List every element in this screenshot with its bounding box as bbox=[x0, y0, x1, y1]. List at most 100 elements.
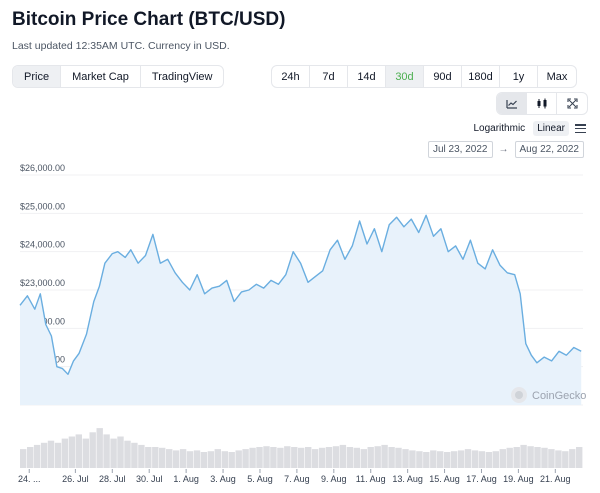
volume-bar bbox=[513, 447, 520, 468]
volume-bar bbox=[430, 450, 437, 468]
volume-bar bbox=[311, 449, 319, 468]
price-area bbox=[20, 215, 582, 405]
price-line bbox=[19, 214, 582, 375]
x-tick-label: 11. Aug bbox=[356, 474, 386, 484]
volume-bar bbox=[416, 451, 423, 468]
x-tick-label: 3. Aug bbox=[210, 474, 236, 484]
scale-linear-option[interactable]: Linear bbox=[533, 121, 569, 136]
volume-bar bbox=[534, 447, 541, 468]
volume-bar bbox=[457, 450, 465, 468]
range-14d[interactable]: 14d bbox=[348, 66, 386, 87]
coingecko-watermark: CoinGecko bbox=[511, 387, 586, 403]
volume-bar bbox=[207, 451, 215, 468]
volume-bar bbox=[499, 449, 506, 468]
volume-bar bbox=[228, 452, 235, 468]
arrow-right-icon: → bbox=[498, 144, 509, 155]
volume-bar bbox=[263, 446, 270, 468]
volume-bar bbox=[444, 452, 451, 468]
tab-market-cap[interactable]: Market Cap bbox=[61, 66, 141, 87]
volume-bar bbox=[548, 449, 555, 468]
y-tick-label: $23,000.00 bbox=[20, 278, 65, 288]
volume-bar bbox=[249, 447, 256, 468]
volume-bar bbox=[200, 452, 208, 468]
volume-bar bbox=[145, 447, 152, 468]
chart-type-tabs: Price Market Cap TradingView bbox=[12, 65, 225, 88]
volume-bar bbox=[506, 447, 513, 468]
range-max[interactable]: Max bbox=[546, 70, 568, 83]
volume-bar bbox=[27, 447, 34, 468]
y-tick-label: $24,000.00 bbox=[20, 240, 65, 250]
x-tick-label: 30. Jul bbox=[136, 474, 163, 484]
volume-bar bbox=[374, 446, 381, 468]
volume-bar bbox=[305, 447, 312, 468]
fullscreen-button[interactable] bbox=[557, 93, 587, 114]
volume-bar bbox=[221, 451, 228, 468]
volume-bar bbox=[437, 451, 444, 468]
volume-bar bbox=[492, 451, 499, 468]
volume-bar bbox=[270, 447, 277, 468]
watermark-text: CoinGecko bbox=[532, 390, 586, 402]
volume-bar bbox=[527, 446, 534, 468]
volume-bar bbox=[61, 438, 69, 468]
scale-logarithmic-option[interactable]: Logarithmic bbox=[473, 123, 526, 134]
range-7d[interactable]: 7d bbox=[310, 66, 348, 87]
volume-bar bbox=[33, 444, 41, 468]
tab-tradingview[interactable]: TradingView bbox=[151, 70, 213, 83]
volume-bar bbox=[298, 447, 305, 468]
date-to-input[interactable]: Aug 22, 2022 bbox=[514, 141, 584, 158]
volume-bar bbox=[172, 450, 180, 468]
volume-bar bbox=[291, 447, 298, 468]
volume-bar bbox=[576, 447, 583, 468]
volume-bar bbox=[277, 447, 284, 468]
line-chart-icon bbox=[505, 99, 517, 109]
volume-bar bbox=[166, 449, 173, 468]
volume-bar bbox=[388, 447, 395, 468]
volume-bar bbox=[541, 447, 548, 468]
volume-bar bbox=[242, 449, 249, 468]
volume-bar bbox=[256, 447, 263, 468]
tab-price[interactable]: Price bbox=[13, 66, 62, 87]
range-30d[interactable]: 30d bbox=[386, 66, 424, 87]
date-from-input[interactable]: Jul 23, 2022 bbox=[428, 141, 493, 158]
volume-bar bbox=[103, 434, 110, 468]
volume-bar bbox=[520, 444, 527, 468]
volume-bar bbox=[325, 447, 333, 468]
scale-toggle: Logarithmic Linear bbox=[465, 121, 586, 136]
volume-bar bbox=[214, 449, 221, 468]
fullscreen-icon bbox=[566, 98, 578, 109]
time-range-tabs: 24h 7d 14d 30d 90d 180d 1y Max bbox=[271, 65, 577, 88]
volume-bar bbox=[159, 447, 166, 468]
line-chart-button[interactable] bbox=[497, 93, 527, 114]
volume-bar bbox=[54, 442, 62, 468]
volume-bar bbox=[117, 436, 124, 468]
x-tick-label: 1. Aug bbox=[173, 474, 199, 484]
volume-bar bbox=[381, 444, 388, 468]
volume-bar bbox=[186, 451, 194, 468]
volume-bar bbox=[555, 450, 562, 468]
volume-bar bbox=[75, 434, 82, 468]
volume-bar bbox=[152, 447, 159, 468]
hamburger-menu-icon[interactable] bbox=[575, 124, 586, 133]
volume-bar bbox=[471, 450, 479, 468]
volume-bar bbox=[89, 432, 96, 468]
volume-bar bbox=[367, 447, 374, 468]
candlestick-button[interactable] bbox=[527, 93, 557, 114]
x-tick-label: 5. Aug bbox=[247, 474, 273, 484]
volume-bar bbox=[478, 451, 486, 468]
x-tick-label: 21. Aug bbox=[540, 474, 571, 484]
volume-bar bbox=[235, 450, 242, 468]
volume-bar bbox=[284, 446, 291, 468]
volume-bar bbox=[68, 436, 76, 468]
last-updated-text: Last updated 12:35AM UTC. Currency in US… bbox=[12, 40, 230, 52]
range-90d[interactable]: 90d bbox=[424, 66, 462, 87]
x-tick-label: 24. ... bbox=[18, 474, 41, 484]
candlestick-icon bbox=[537, 98, 546, 109]
volume-bar bbox=[138, 444, 145, 468]
x-tick-label: 26. Jul bbox=[62, 474, 89, 484]
range-24h[interactable]: 24h bbox=[272, 66, 310, 87]
chart-view-buttons bbox=[496, 92, 588, 115]
volume-bar bbox=[395, 447, 402, 468]
range-180d[interactable]: 180d bbox=[462, 66, 500, 87]
range-1y[interactable]: 1y bbox=[500, 66, 538, 87]
price-chart[interactable]: $20,000.00$21,000.00$22,000.00$23,000.00… bbox=[0, 160, 600, 493]
